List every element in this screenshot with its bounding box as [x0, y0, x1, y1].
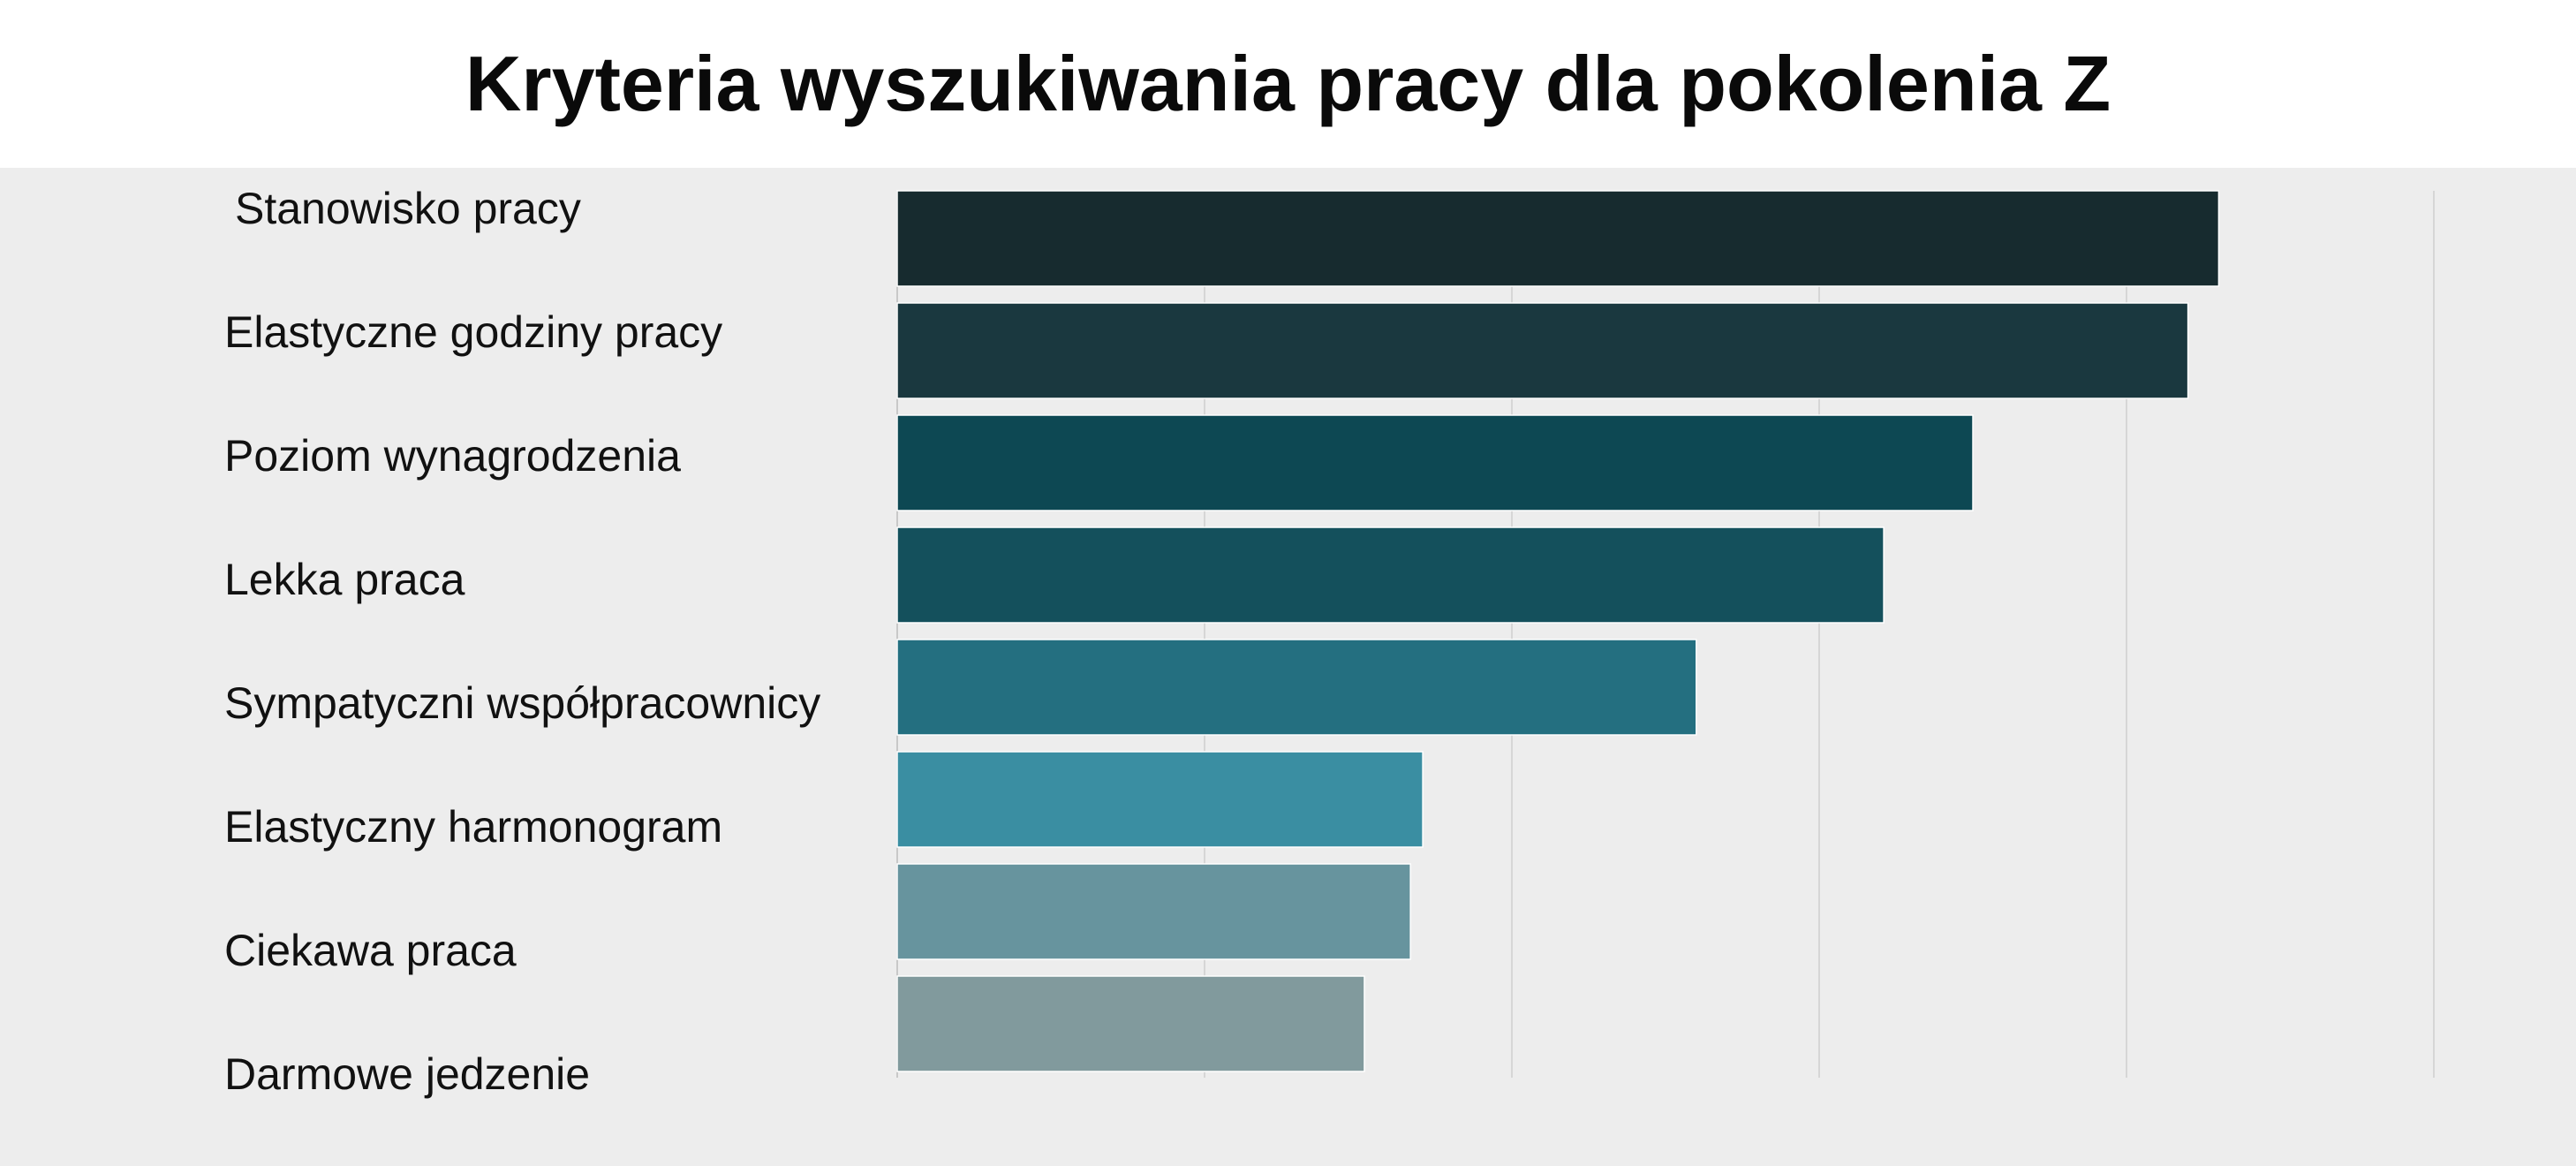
title-bar: Kryteria wyszukiwania pracy dla pokoleni…: [0, 0, 2576, 168]
bar-3: [896, 414, 1974, 511]
bar-4: [896, 526, 1885, 624]
category-label: Stanowisko pracy: [235, 184, 581, 233]
chart-title: Kryteria wyszukiwania pracy dla pokoleni…: [465, 40, 2111, 127]
bar-1: [896, 190, 2220, 287]
category-label: Poziom wynagrodzenia: [224, 431, 681, 481]
bar-chart: [896, 190, 2435, 1078]
category-label: Elastyczny harmonogram: [224, 802, 723, 852]
bar-6: [896, 751, 1424, 848]
plot-area: [896, 190, 2435, 1078]
bar-8: [896, 975, 1365, 1072]
bar-5: [896, 639, 1697, 736]
bar-2: [896, 302, 2189, 399]
category-label: Ciekawa praca: [224, 926, 517, 975]
category-label: Lekka praca: [224, 555, 465, 604]
bar-7: [896, 863, 1411, 960]
category-label: Elastyczne godziny pracy: [224, 307, 723, 357]
category-label: Sympatyczni współpracownicy: [224, 678, 821, 728]
category-label: Darmowe jedzenie: [224, 1049, 591, 1099]
